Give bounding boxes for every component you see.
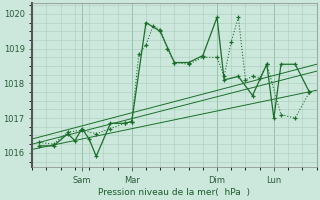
X-axis label: Pression niveau de la mer(  hPa  ): Pression niveau de la mer( hPa ) xyxy=(98,188,250,197)
